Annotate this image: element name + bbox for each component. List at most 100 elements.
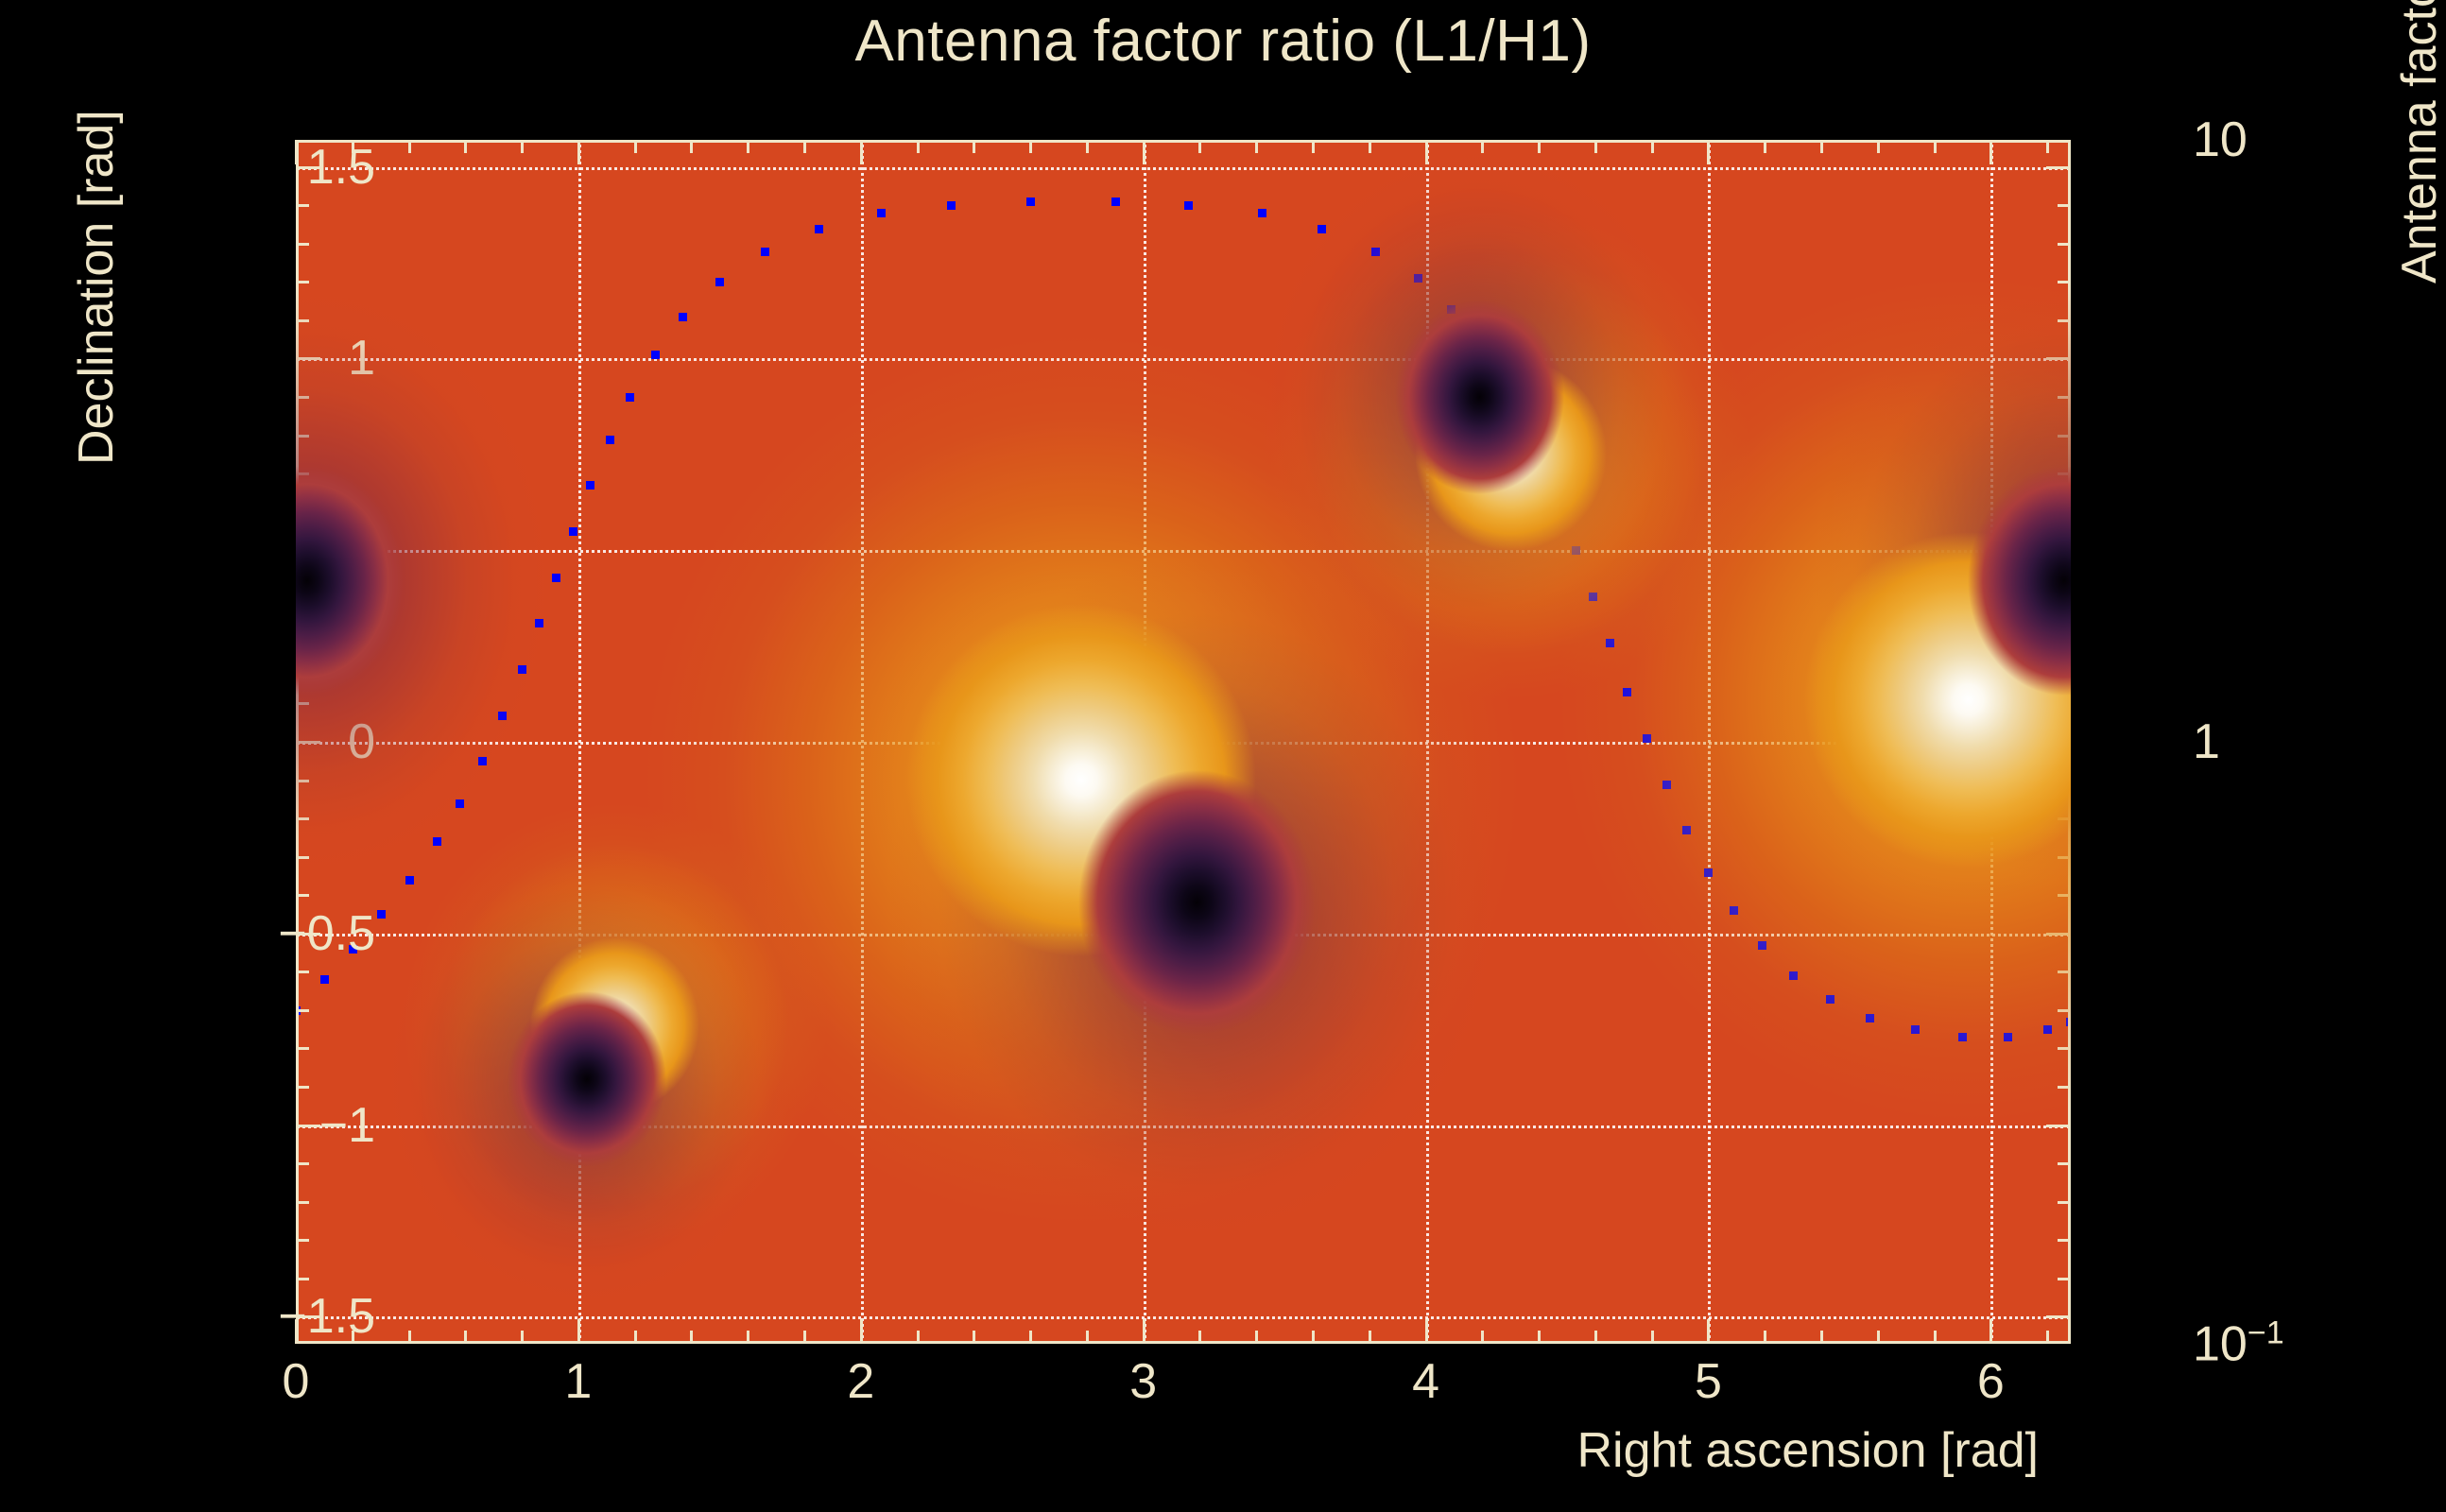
- x-axis-minor-tick: [1820, 140, 1824, 153]
- y-axis-minor-tick: [296, 204, 309, 208]
- x-axis-minor-tick: [633, 140, 637, 153]
- colorbar-major-tick: [2080, 140, 2129, 143]
- x-axis-tick: [859, 140, 863, 164]
- x-axis-tick: [1990, 1319, 1993, 1344]
- colorbar-minor-tick: [2080, 834, 2118, 838]
- x-axis-minor-tick: [407, 140, 411, 153]
- heatmap-surface: [296, 140, 2071, 1344]
- heatmap-frame[interactable]: [296, 140, 2071, 1344]
- y-axis-minor-tick: [2058, 204, 2071, 208]
- colorbar-minor-tick: [2080, 198, 2118, 201]
- y-axis-tick: [296, 165, 320, 169]
- x-axis-minor-tick: [1085, 140, 1089, 153]
- x-axis-minor-tick: [1933, 140, 1937, 153]
- heatmap-blob: [643, 335, 1520, 1225]
- y-axis-tick: [2046, 165, 2071, 169]
- heatmap-blob: [1814, 282, 2071, 880]
- x-axis-minor-tick: [1085, 1331, 1089, 1344]
- x-axis-tick-label: 0: [282, 1354, 310, 1409]
- x-axis-tick-label: 5: [1694, 1354, 1722, 1409]
- x-axis-minor-tick: [803, 140, 806, 153]
- x-axis-tick: [1707, 140, 1711, 164]
- y-axis-minor-tick: [296, 626, 309, 629]
- y-axis-minor-tick: [296, 971, 309, 974]
- y-axis-minor-tick: [2058, 1200, 2071, 1204]
- y-axis-minor-tick: [2058, 510, 2071, 514]
- x-axis-minor-tick: [1933, 1331, 1937, 1344]
- y-axis-minor-tick: [296, 779, 309, 782]
- y-axis-tick: [296, 1124, 320, 1127]
- colorbar-tick-label: 1: [2193, 714, 2220, 769]
- heatmap-blob: [508, 990, 666, 1168]
- x-axis-minor-tick: [973, 1331, 976, 1344]
- y-axis-tick: [2046, 1315, 2071, 1319]
- y-axis-minor-tick: [2058, 434, 2071, 438]
- x-axis-minor-tick: [1650, 1331, 1654, 1344]
- y-axis-minor-tick: [296, 855, 309, 859]
- x-axis-minor-tick: [973, 140, 976, 153]
- x-axis-tick: [577, 1319, 580, 1344]
- y-axis-minor-tick: [2058, 1085, 2071, 1089]
- x-axis-minor-tick: [1593, 140, 1597, 153]
- heatmap-blob: [1077, 770, 1316, 1036]
- x-axis-minor-tick: [464, 140, 468, 153]
- x-axis-minor-tick: [1764, 1331, 1767, 1344]
- colorbar-minor-tick: [2080, 1162, 2118, 1166]
- y-axis-minor-tick: [2058, 1239, 2071, 1243]
- y-axis-minor-tick: [296, 281, 309, 284]
- y-axis-minor-tick: [296, 510, 309, 514]
- y-axis-minor-tick: [296, 396, 309, 400]
- y-axis-minor-tick: [2058, 396, 2071, 400]
- x-axis-tick: [1707, 1319, 1711, 1344]
- colorbar-minor-tick: [2080, 455, 2118, 458]
- y-axis-tick: [2046, 1124, 2071, 1127]
- y-axis-tick: [2046, 357, 2071, 361]
- y-axis-minor-tick: [2058, 779, 2071, 782]
- y-axis-minor-tick: [296, 1277, 309, 1280]
- x-axis-tick-label: 4: [1412, 1354, 1440, 1409]
- x-axis-minor-tick: [1876, 140, 1880, 153]
- colorbar-minor-tick: [2080, 769, 2118, 773]
- x-axis-minor-tick: [916, 1331, 920, 1344]
- heatmap-blob: [1968, 466, 2071, 696]
- x-axis-minor-tick: [2046, 140, 2050, 153]
- y-axis-minor-tick: [296, 1047, 309, 1051]
- x-axis-minor-tick: [1029, 140, 1033, 153]
- x-axis-minor-tick: [633, 1331, 637, 1344]
- colorbar-tick-label: 10: [2193, 112, 2248, 167]
- y-axis-tick-label: −1: [319, 1097, 375, 1153]
- x-axis-tick-label: 3: [1129, 1354, 1158, 1409]
- y-axis-tick: [2046, 741, 2071, 744]
- y-axis-minor-tick: [2058, 281, 2071, 284]
- colorbar-minor-tick: [2080, 1057, 2118, 1060]
- heatmap-blob: [296, 466, 404, 696]
- x-axis-minor-tick: [1481, 1331, 1485, 1344]
- y-axis-tick: [296, 1315, 320, 1319]
- y-axis-minor-tick: [2058, 1162, 2071, 1166]
- x-axis-tick-label: 1: [564, 1354, 593, 1409]
- heatmap-blob: [296, 282, 558, 880]
- y-axis-minor-tick: [2058, 702, 2071, 706]
- y-axis-minor-tick: [2058, 318, 2071, 322]
- x-axis-tick-label: 6: [1976, 1354, 2005, 1409]
- x-axis-minor-tick: [1764, 140, 1767, 153]
- y-axis-tick: [296, 357, 320, 361]
- y-axis-tick-label: −0.5: [278, 905, 375, 961]
- x-axis-minor-tick: [1198, 140, 1202, 153]
- colorbar-minor-tick: [2080, 799, 2118, 803]
- x-axis-minor-tick: [1876, 1331, 1880, 1344]
- x-axis-minor-tick: [690, 1331, 694, 1344]
- heatmap-blob: [1559, 277, 2071, 1123]
- y-axis-minor-tick: [2058, 1277, 2071, 1280]
- x-axis-minor-tick: [747, 1331, 750, 1344]
- colorbar-minor-tick: [2080, 379, 2118, 383]
- y-axis-tick: [296, 932, 320, 936]
- heatmap-blob: [1394, 300, 1565, 494]
- x-axis-minor-tick: [1593, 1331, 1597, 1344]
- x-axis-minor-tick: [1029, 1331, 1033, 1344]
- x-axis-minor-tick: [690, 140, 694, 153]
- y-axis-minor-tick: [296, 1008, 309, 1012]
- x-axis-minor-tick: [1255, 140, 1259, 153]
- colorbar-minor-tick: [2080, 320, 2118, 324]
